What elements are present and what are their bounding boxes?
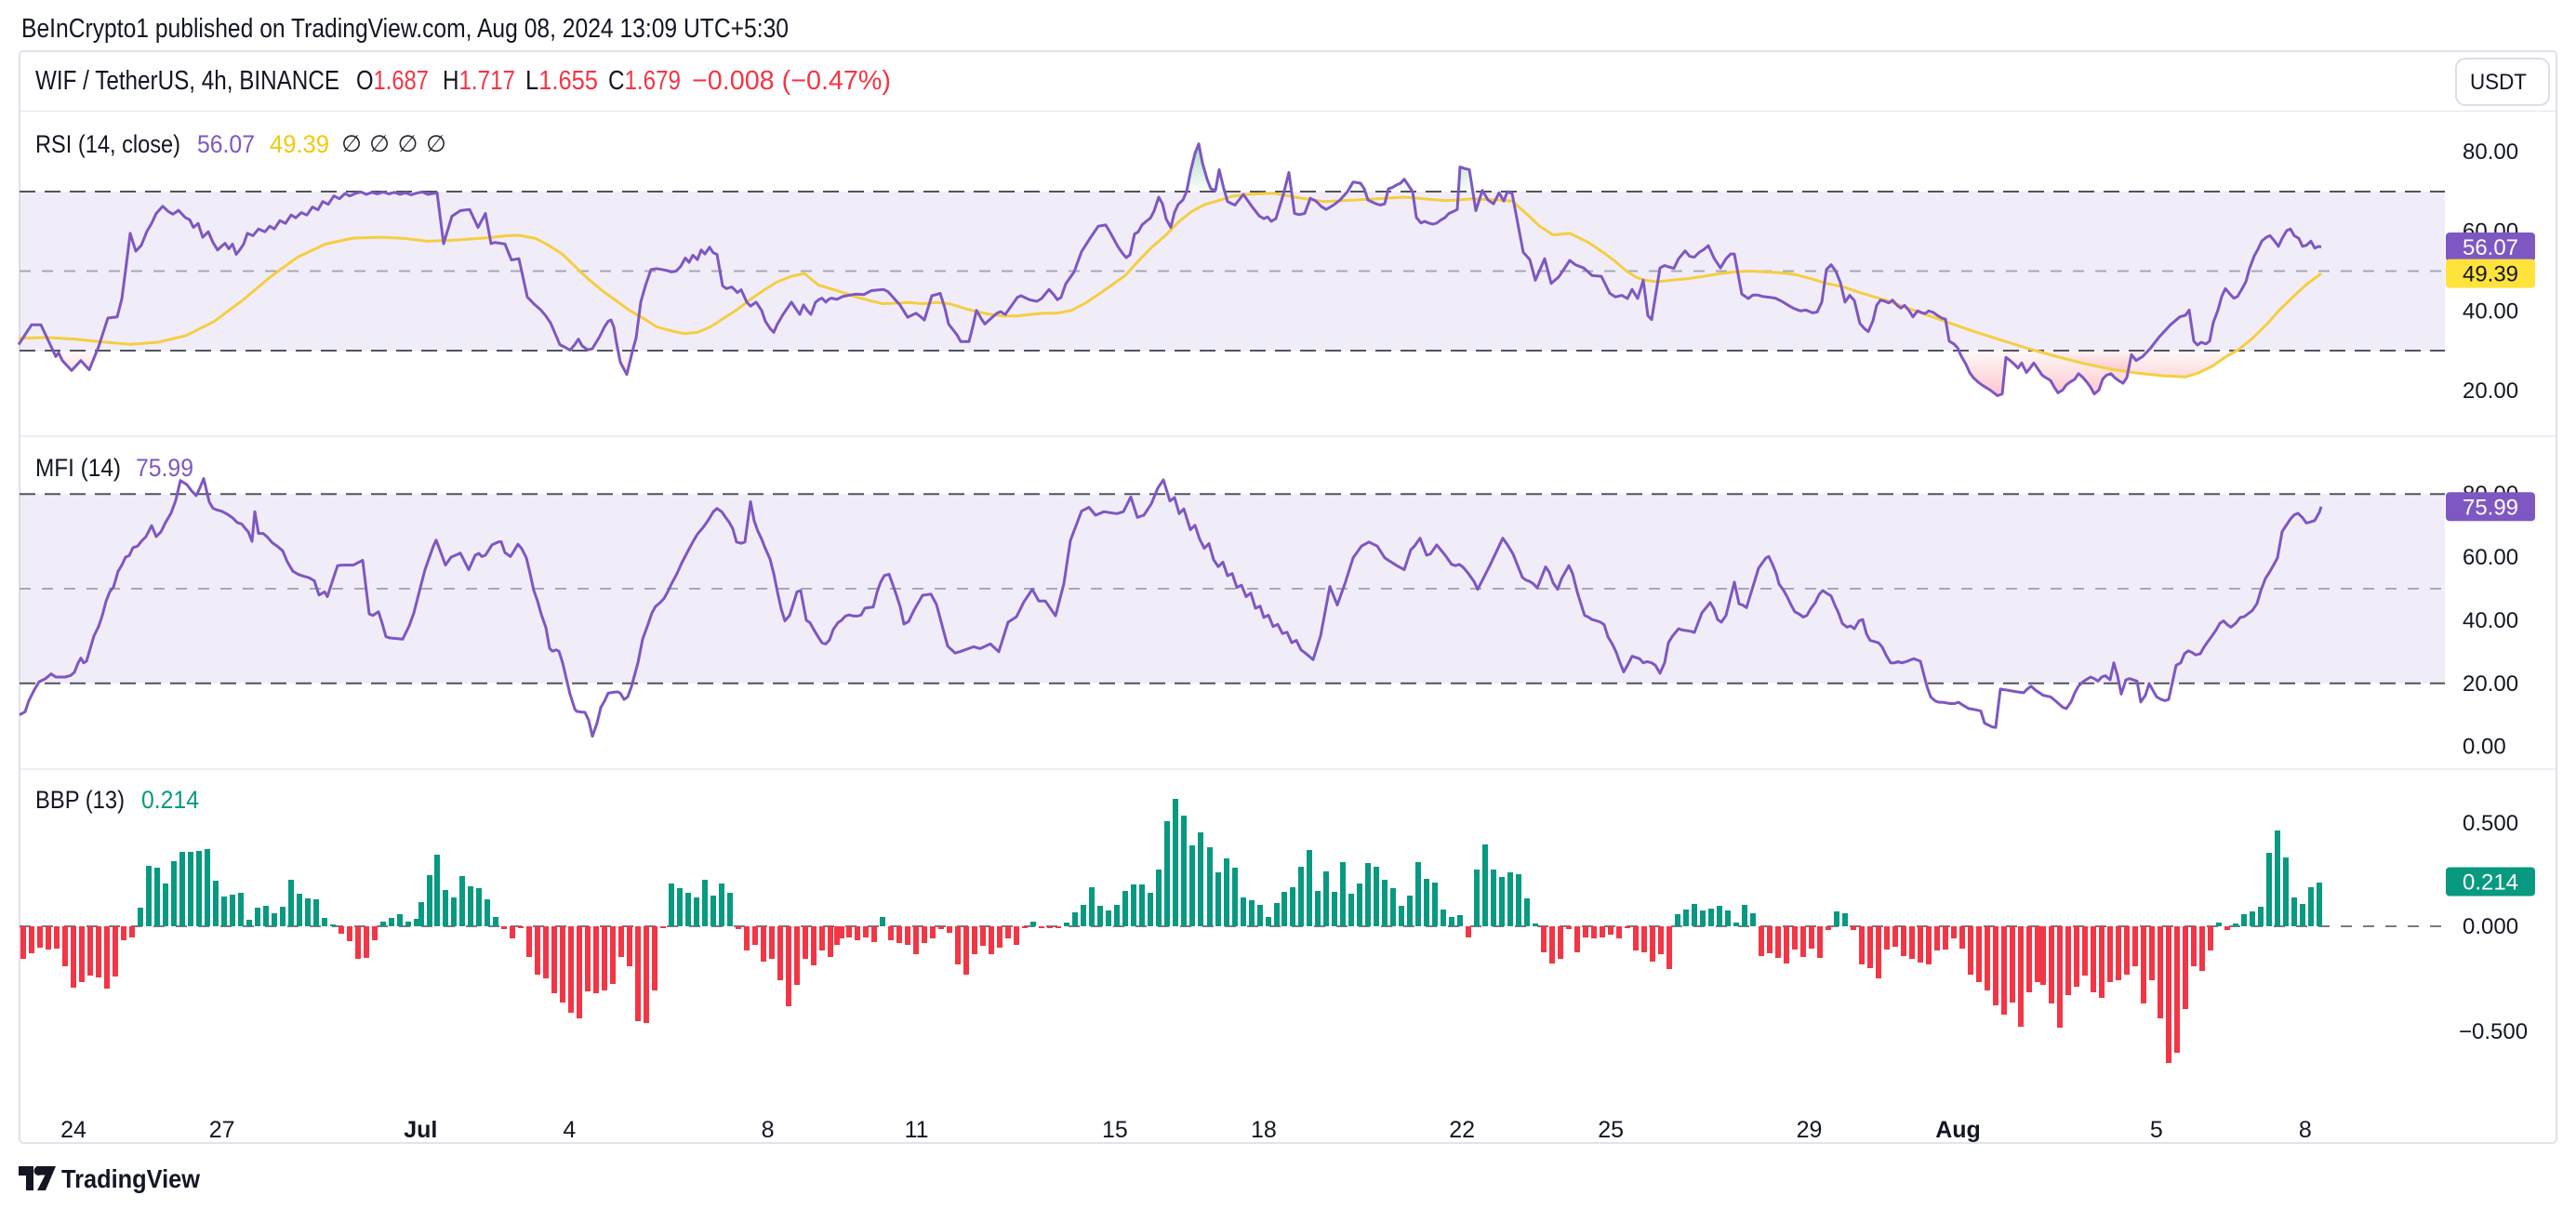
svg-text:−0.008 (−0.47%): −0.008 (−0.47%) — [692, 66, 891, 96]
svg-text:Aug: Aug — [1935, 1117, 1981, 1143]
svg-text:56.07: 56.07 — [197, 130, 255, 158]
svg-text:L1.655: L1.655 — [525, 66, 598, 96]
svg-text:C1.679: C1.679 — [608, 66, 681, 96]
svg-text:75.99: 75.99 — [2463, 495, 2518, 520]
svg-text:−0.500: −0.500 — [2459, 1019, 2528, 1044]
svg-text:0.214: 0.214 — [2463, 870, 2518, 896]
svg-text:49.39: 49.39 — [270, 130, 329, 158]
svg-text:0.214: 0.214 — [141, 786, 199, 814]
svg-text:BeInCrypto1 published on Tradi: BeInCrypto1 published on TradingView.com… — [21, 14, 789, 44]
svg-text:4: 4 — [563, 1117, 576, 1143]
svg-text:∅: ∅ — [341, 131, 362, 157]
svg-text:27: 27 — [209, 1117, 235, 1143]
svg-text:0.500: 0.500 — [2463, 811, 2518, 836]
svg-text:20.00: 20.00 — [2463, 671, 2518, 697]
svg-text:MFI (14): MFI (14) — [35, 454, 121, 482]
svg-text:∅: ∅ — [398, 131, 418, 157]
svg-text:40.00: 40.00 — [2463, 299, 2518, 324]
svg-text:Jul: Jul — [404, 1117, 437, 1143]
svg-text:11: 11 — [905, 1117, 929, 1143]
svg-text:TradingView: TradingView — [61, 1164, 200, 1193]
svg-text:25: 25 — [1598, 1117, 1624, 1143]
svg-text:O1.687: O1.687 — [356, 66, 429, 96]
svg-text:49.39: 49.39 — [2463, 262, 2518, 287]
svg-text:24: 24 — [60, 1117, 86, 1143]
svg-text:20.00: 20.00 — [2463, 379, 2518, 404]
svg-text:15: 15 — [1102, 1117, 1128, 1143]
svg-text:75.99: 75.99 — [136, 454, 193, 482]
svg-text:H1.717: H1.717 — [443, 66, 515, 96]
svg-text:USDT: USDT — [2470, 70, 2527, 95]
svg-text:5: 5 — [2150, 1117, 2163, 1143]
svg-text:18: 18 — [1251, 1117, 1277, 1143]
svg-text:40.00: 40.00 — [2463, 608, 2518, 633]
svg-text:8: 8 — [2299, 1117, 2312, 1143]
svg-text:60.00: 60.00 — [2463, 545, 2518, 570]
svg-text:80.00: 80.00 — [2463, 140, 2518, 165]
svg-text:∅: ∅ — [426, 131, 446, 157]
svg-text:0.000: 0.000 — [2463, 914, 2518, 939]
svg-text:56.07: 56.07 — [2463, 235, 2518, 260]
svg-text:∅: ∅ — [369, 131, 390, 157]
svg-text:RSI (14, close): RSI (14, close) — [35, 130, 180, 158]
svg-text:WIF / TetherUS, 4h, BINANCE: WIF / TetherUS, 4h, BINANCE — [35, 66, 339, 96]
svg-text:29: 29 — [1797, 1117, 1823, 1143]
svg-text:BBP (13): BBP (13) — [35, 786, 125, 814]
svg-text:8: 8 — [762, 1117, 775, 1143]
svg-text:22: 22 — [1449, 1117, 1475, 1143]
svg-text:0.00: 0.00 — [2463, 735, 2506, 760]
